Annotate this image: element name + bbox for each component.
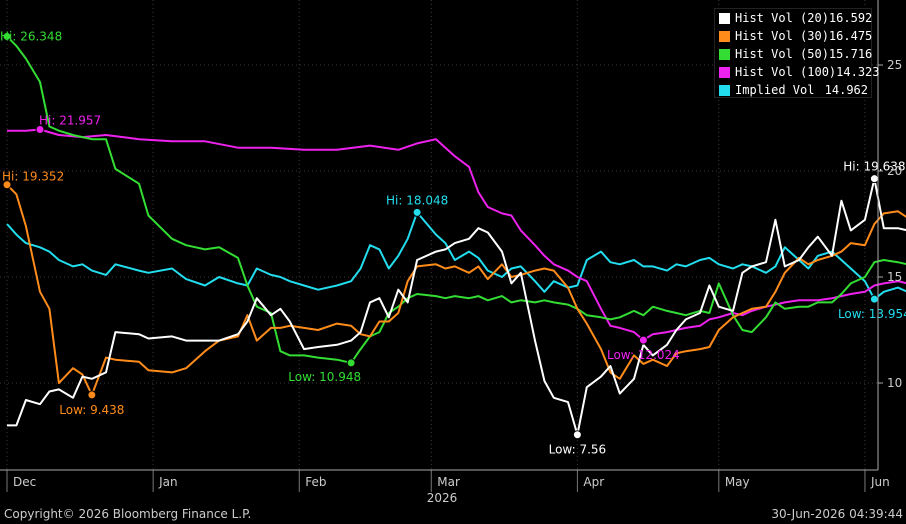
timestamp-text: 30-Jun-2026 04:39:44 [771,507,903,521]
legend-last-value: 14.323 [836,65,880,79]
legend-last-value: 14.962 [824,83,868,97]
annotation-label: Hi: 18.048 [386,193,448,207]
x-tick-label: May [725,475,750,489]
annotation-marker [2,31,12,41]
legend-series-name: Hist Vol (20) [735,11,829,25]
legend-series-name: Hist Vol (100) [735,65,837,79]
y-tick-label: 20 [887,164,902,178]
annotation-label: Low: 12.024 [607,348,680,362]
legend-last-value: 16.475 [828,29,873,43]
series-lines [6,35,906,436]
annotation-label: Hi: 19.352 [2,170,64,184]
legend-last-value: 15.716 [828,47,873,61]
annotation-label: Hi: 21.957 [39,114,101,128]
series-line-0 [7,177,906,436]
annotation-marker [35,125,45,135]
series-line-3 [7,128,906,342]
x-tick-label: Feb [305,475,326,489]
series-line-2 [6,35,906,364]
legend-series-name: Hist Vol (30) [735,29,829,43]
annotation-marker [869,294,879,304]
legend-item: Hist Vol (100) 14.323 [715,63,880,81]
annotation-label: Low: 13.954 [838,307,906,321]
legend-item: Implied Vol 14.962 [715,81,871,99]
annotation-marker [869,174,879,184]
axes: 10 15 20 25 Dec Jan Feb Mar Apr May Jun [0,0,902,492]
series-line-4 [6,211,906,301]
y-tick-label: 25 [887,58,902,72]
annotation-marker [638,335,648,345]
legend-swatch [719,66,730,78]
annotation-label: Low: 10.948 [288,370,361,384]
x-tick-label: Mar [437,475,460,489]
legend-last-value: 16.592 [828,11,873,25]
legend-series-name: Hist Vol (50) [735,47,829,61]
series-line-1 [6,184,906,396]
annotation-label: Hi: 19.638 [843,160,905,174]
legend: Hist Vol (20) 16.592 Hist Vol (30) 16.475 Hi… [714,8,880,99]
annotation-marker [572,430,582,440]
legend-swatch [719,84,730,96]
annotation-marker [346,358,356,368]
legend-swatch [719,30,730,42]
annotation-markers: Hi: 26.348 Hi: 21.957 Hi: 19.352 Low: 9.438… [0,29,906,456]
annotation-marker [412,207,422,217]
annotation-marker [87,390,97,400]
annotation-label: Low: 7.56 [549,443,607,457]
x-tick-label: Dec [13,475,36,489]
x-axis-year-label: 2026 [427,491,458,505]
legend-item: Hist Vol (50) 15.716 [715,45,872,63]
copyright-text: Copyright© 2026 Bloomberg Finance L.P. [4,507,252,521]
x-tick-label: Apr [583,475,604,489]
legend-swatch [719,48,730,60]
annotation-label: Hi: 26.348 [0,29,62,43]
annotation-label: Low: 9.438 [59,403,124,417]
x-tick-label: Jun [870,475,890,489]
y-tick-label: 15 [887,270,902,284]
annotation-marker [2,180,12,190]
legend-series-name: Implied Vol [735,83,815,97]
legend-item: Hist Vol (20) 16.592 [715,9,872,27]
y-tick-label: 10 [887,376,902,390]
legend-swatch [719,12,730,24]
legend-item: Hist Vol (30) 16.475 [715,27,872,45]
x-tick-label: Jan [158,475,178,489]
